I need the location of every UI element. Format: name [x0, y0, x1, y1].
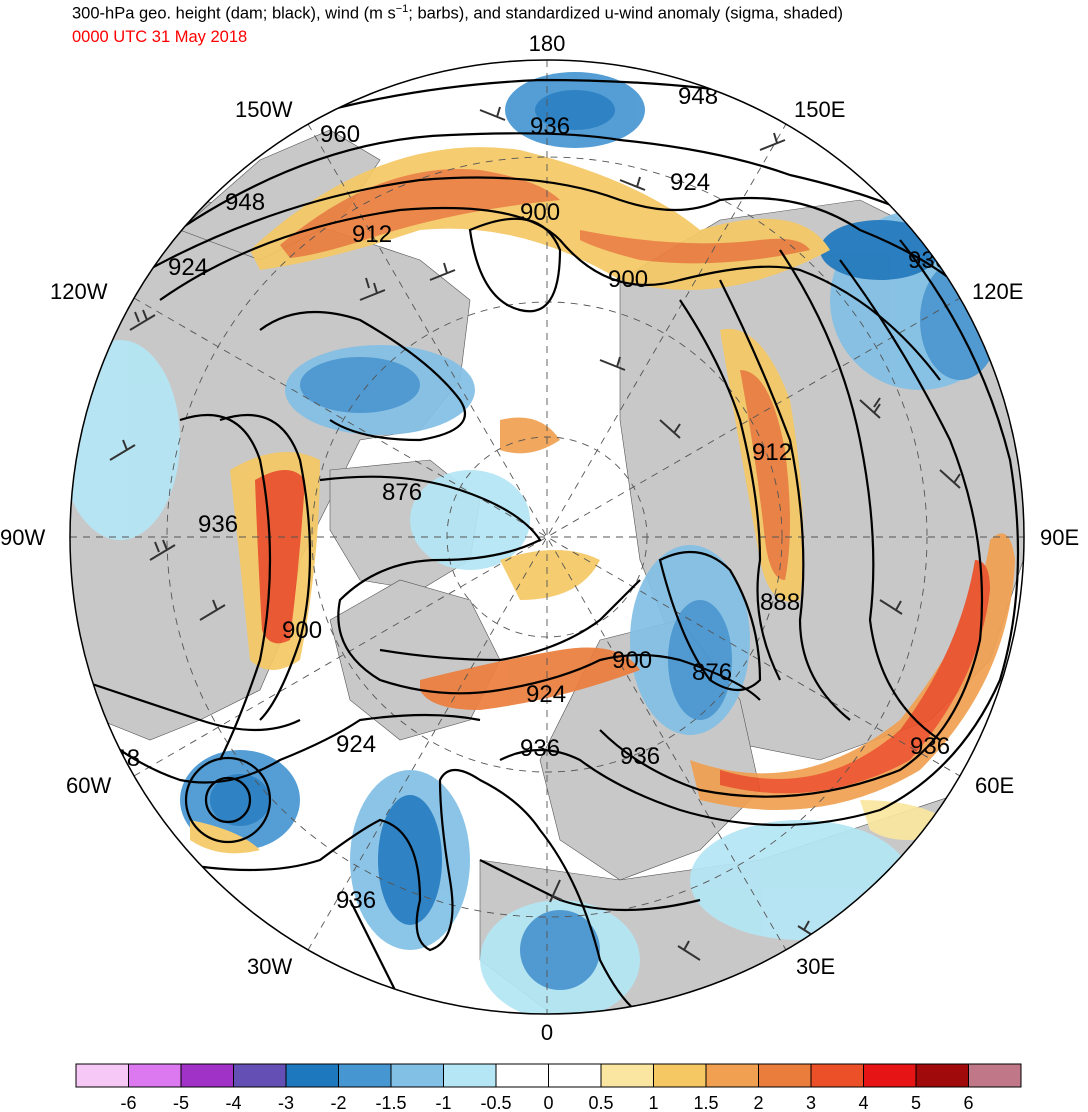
contour-label: 900 — [520, 199, 560, 226]
lon-label-30e: 30E — [796, 954, 835, 979]
colorbar-swatch — [285, 1063, 339, 1088]
lon-label-90e: 90E — [1040, 525, 1079, 550]
contour-label: 936 — [520, 735, 560, 762]
colorbar-swatch — [233, 1063, 287, 1088]
colorbar-swatch — [548, 1063, 602, 1088]
contour-label: 936 — [620, 743, 660, 770]
contour-label: 948 — [225, 189, 265, 216]
contour-label: 936 — [198, 511, 238, 538]
colorbar: -6 -5 -4 -3 -2 -1.5 -1 -0.5 0 0.5 1 1.5 2 3 4 5 6 — [75, 1063, 1022, 1112]
colorbar-swatch — [390, 1063, 444, 1088]
map-border — [69, 59, 1025, 1015]
colorbar-tick-label: -0.5 — [480, 1093, 511, 1112]
colorbar-swatch — [810, 1063, 864, 1088]
lon-label-180: 180 — [529, 31, 566, 56]
contour-label: 900 — [282, 617, 322, 644]
contour-label: 936 — [530, 113, 570, 140]
colorbar-swatch — [758, 1063, 812, 1088]
colorbar-swatch — [863, 1063, 917, 1088]
contour-label: 936 — [910, 733, 950, 760]
graticule — [70, 60, 1024, 1014]
contour-label: 912 — [352, 221, 392, 248]
colorbar-swatch — [600, 1063, 654, 1088]
lon-label-0: 0 — [541, 1020, 553, 1045]
lon-label-90w: 90W — [0, 525, 45, 550]
colorbar-swatch — [180, 1063, 234, 1088]
contour-labels: 948 936 960 948 912 900 924 924 900 936 … — [100, 83, 950, 914]
lon-label-150w: 150W — [235, 97, 293, 122]
colorbar-tick-label: 5 — [911, 1093, 921, 1112]
colorbar-tick-label: -5 — [173, 1093, 189, 1112]
colorbar-tick-label: 0.5 — [588, 1093, 613, 1112]
colorbar-tick-label: 0 — [543, 1093, 553, 1112]
colorbar-swatch — [653, 1063, 707, 1088]
colorbar-swatch — [968, 1063, 1022, 1088]
contour-label: 936 — [336, 887, 376, 914]
colorbar-swatch — [705, 1063, 759, 1088]
longitude-labels: 180 150E 120E 90E 60E 30E 0 30W 60W 90W … — [0, 31, 1079, 1045]
contour-label: 924 — [670, 169, 710, 196]
colorbar-swatch — [495, 1063, 549, 1088]
colorbar-tick-label: -4 — [225, 1093, 241, 1112]
colorbar-tick-label: -6 — [120, 1093, 136, 1112]
colorbar-tick-label: -1.5 — [375, 1093, 406, 1112]
contour-label: 876 — [382, 479, 422, 506]
colorbar-tick-label: 1.5 — [693, 1093, 718, 1112]
contour-label: 912 — [752, 439, 792, 466]
valid-time: 0000 UTC 31 May 2018 — [72, 28, 248, 46]
contour-label: 948 — [678, 83, 718, 110]
height-contours — [70, 78, 1024, 1014]
contour-label: 900 — [612, 647, 652, 674]
contour-label: 960 — [320, 121, 360, 148]
contour-label: 876 — [692, 659, 732, 686]
contour-label: 924 — [168, 254, 208, 281]
lon-label-60e: 60E — [975, 773, 1014, 798]
colorbar-tick-label: -2 — [330, 1093, 346, 1112]
lon-label-120e: 120E — [972, 279, 1023, 304]
colorbar-swatch — [443, 1063, 497, 1088]
lon-label-60w: 60W — [66, 773, 111, 798]
colorbar-tick-label: 4 — [858, 1093, 868, 1112]
lon-label-120w: 120W — [50, 279, 108, 304]
contour-label: 924 — [526, 681, 566, 708]
contour-label: 900 — [608, 266, 648, 293]
colorbar-tick-label: 1 — [648, 1093, 658, 1112]
colorbar-tick-label: 3 — [806, 1093, 816, 1112]
contour-label: 924 — [336, 731, 376, 758]
lon-label-30w: 30W — [247, 954, 292, 979]
colorbar-swatch — [338, 1063, 392, 1088]
colorbar-tick-label: -1 — [435, 1093, 451, 1112]
colorbar-tick-label: 6 — [963, 1093, 973, 1112]
colorbar-tick-label: 2 — [753, 1093, 763, 1112]
colorbar-swatch — [128, 1063, 182, 1088]
colorbar-tick-label: -3 — [278, 1093, 294, 1112]
colorbar-swatch — [915, 1063, 969, 1088]
contour-label: 888 — [760, 589, 800, 616]
lon-label-150e: 150E — [794, 97, 845, 122]
map-title: 300-hPa geo. height (dam; black), wind (… — [72, 3, 844, 23]
colorbar-swatch — [75, 1063, 129, 1088]
